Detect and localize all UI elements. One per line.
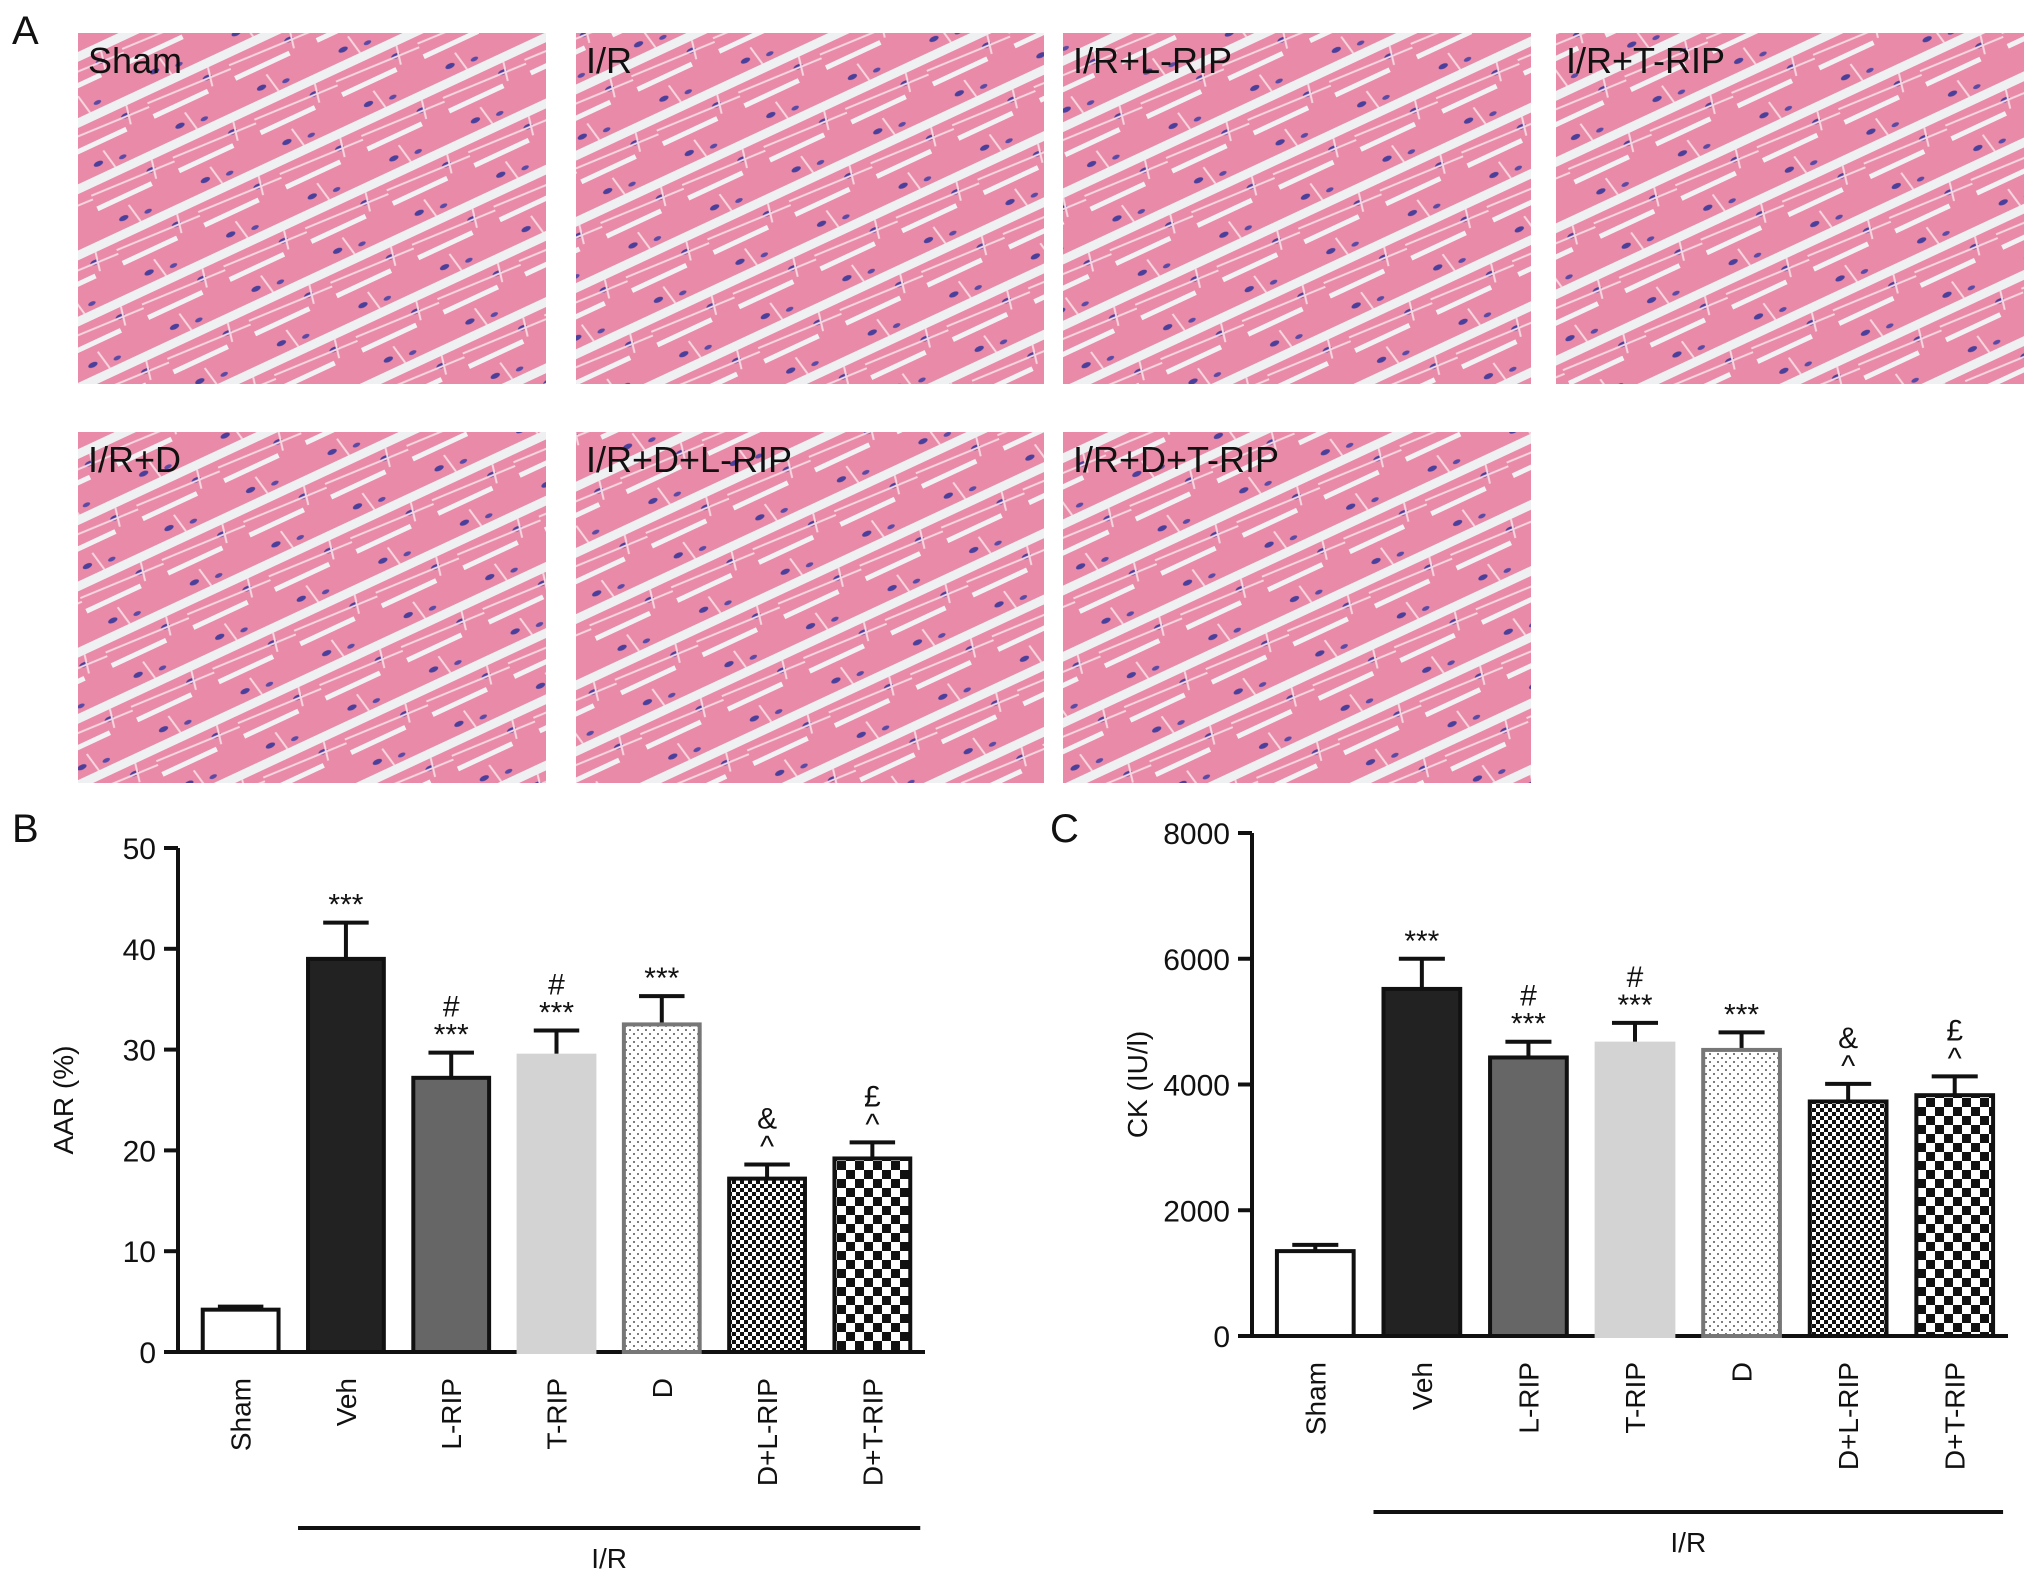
significance-mark: # [548, 968, 565, 1001]
histology-image [78, 33, 546, 384]
histology-image [1063, 432, 1531, 783]
image-label: I/R+D+L-RIP [586, 439, 792, 480]
x-tick-label: Veh [1407, 1362, 1438, 1410]
histology-image [78, 432, 546, 783]
histology-image [1556, 33, 2024, 384]
bar [1488, 1055, 1569, 1338]
bar [727, 1176, 807, 1355]
bar [411, 1075, 492, 1354]
y-tick-label: 0 [1213, 1321, 1230, 1354]
y-tick-label: 40 [123, 934, 156, 967]
y-tick-label: 2000 [1163, 1195, 1230, 1228]
y-tick-label: 4000 [1163, 1070, 1230, 1103]
bar [1274, 1249, 1356, 1339]
x-tick-label: L-RIP [1513, 1362, 1544, 1434]
x-tick-label: T-RIP [1620, 1362, 1651, 1434]
x-tick-label: T-RIP [542, 1378, 573, 1450]
significance-mark: ^ [865, 1108, 879, 1141]
x-tick-label: Sham [226, 1378, 257, 1451]
y-tick-label: 30 [123, 1035, 156, 1068]
x-tick-label: L-RIP [436, 1378, 467, 1450]
significance-mark: £ [864, 1080, 881, 1113]
bar [1594, 1041, 1676, 1338]
x-tick-label: D+T-RIP [857, 1378, 888, 1486]
bar [200, 1307, 281, 1354]
significance-mark: *** [434, 1019, 469, 1052]
image-label: I/R [586, 40, 632, 81]
significance-mark: £ [1946, 1014, 1963, 1047]
bar [1914, 1093, 1996, 1338]
y-tick-label: 0 [139, 1337, 156, 1370]
significance-mark: # [1520, 980, 1537, 1013]
x-tick-label: Sham [1300, 1362, 1331, 1435]
group-label: I/R [1670, 1527, 1706, 1558]
significance-mark: ^ [1841, 1050, 1855, 1083]
significance-mark: *** [644, 962, 679, 995]
image-label: I/R+L-RIP [1073, 40, 1232, 81]
image-label: I/R+T-RIP [1566, 40, 1725, 81]
significance-mark: *** [1724, 998, 1759, 1031]
y-tick-label: 6000 [1163, 944, 1230, 977]
x-tick-label: D+L-RIP [1833, 1362, 1864, 1470]
significance-mark: & [757, 1103, 777, 1136]
significance-mark: *** [539, 996, 574, 1029]
image-label: I/R+D+T-RIP [1073, 439, 1279, 480]
image-label: I/R+D [88, 439, 181, 480]
x-tick-label: D [1727, 1362, 1758, 1382]
significance-mark: *** [328, 889, 363, 922]
image-label: Sham [88, 40, 182, 81]
y-tick-label: 50 [123, 833, 156, 866]
significance-mark: *** [1511, 1008, 1546, 1041]
histology-image [576, 33, 1044, 384]
bar [621, 1022, 702, 1355]
y-tick-label: 10 [123, 1236, 156, 1269]
significance-mark: ^ [760, 1131, 774, 1164]
bar [1381, 986, 1463, 1338]
panel-label: B [12, 807, 39, 851]
bar [832, 1156, 913, 1354]
histology-image [1063, 33, 1531, 384]
x-tick-label: D+L-RIP [752, 1378, 783, 1486]
y-tick-label: 8000 [1163, 818, 1230, 851]
bar [516, 1053, 597, 1354]
x-tick-label: D+T-RIP [1940, 1362, 1971, 1470]
panel-label: C [1050, 807, 1079, 851]
group-label: I/R [591, 1543, 627, 1574]
y-tick-label: 20 [123, 1135, 156, 1168]
panel-label: A [12, 9, 39, 53]
significance-mark: & [1838, 1022, 1858, 1055]
bar [1701, 1047, 1782, 1338]
significance-mark: ^ [1948, 1042, 1962, 1075]
significance-mark: # [1627, 961, 1644, 994]
bar [306, 956, 386, 1354]
x-tick-label: Veh [331, 1378, 362, 1426]
significance-mark: # [443, 991, 460, 1024]
histology-image [576, 432, 1044, 783]
y-axis-label: CK (IU/l) [1122, 1031, 1153, 1138]
significance-mark: *** [1404, 925, 1439, 958]
y-axis-label: AAR (%) [48, 1046, 79, 1155]
significance-mark: *** [1617, 989, 1652, 1022]
bar [1807, 1099, 1889, 1338]
x-tick-label: D [647, 1378, 678, 1398]
